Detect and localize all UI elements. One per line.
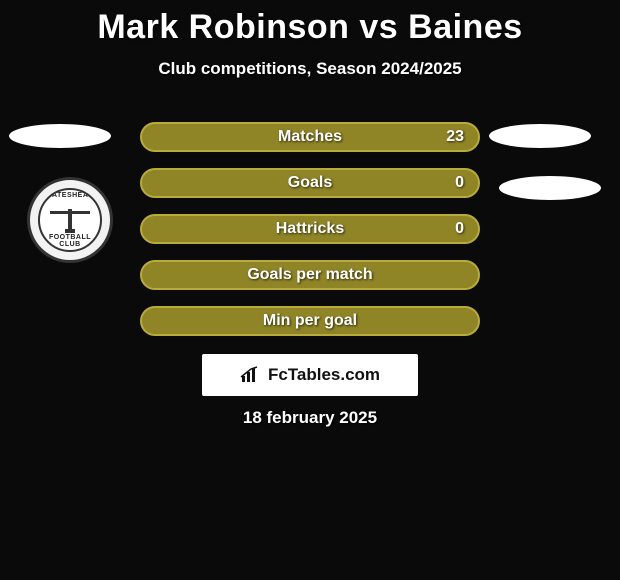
stat-label: Goals [142, 174, 478, 192]
club-badge-bottom-text: FOOTBALL CLUB [40, 234, 100, 248]
club-badge: GATESHEAD FOOTBALL CLUB [27, 177, 113, 263]
stat-bar: Min per goal [140, 306, 480, 336]
player-slot-right-2 [499, 176, 601, 200]
date-label: 18 february 2025 [0, 408, 620, 428]
page-title: Mark Robinson vs Baines [0, 0, 620, 47]
player-slot-left [9, 124, 111, 148]
stat-bar: Goals 0 [140, 168, 480, 198]
player-slot-right-1 [489, 124, 591, 148]
stat-bars: Matches 23 Goals 0 Hattricks 0 Goals per… [140, 122, 480, 352]
stat-value: 0 [455, 174, 464, 192]
site-logo-text: FcTables.com [268, 365, 380, 385]
stat-bar: Hattricks 0 [140, 214, 480, 244]
stat-label: Matches [142, 128, 478, 146]
stat-label: Hattricks [142, 220, 478, 238]
stat-value: 23 [446, 128, 464, 146]
stat-bar: Matches 23 [140, 122, 480, 152]
stat-value: 0 [455, 220, 464, 238]
stat-label: Min per goal [142, 312, 478, 330]
stat-bar: Goals per match [140, 260, 480, 290]
club-badge-top-text: GATESHEAD [40, 192, 100, 199]
site-logo: FcTables.com [202, 354, 418, 396]
bar-chart-icon [240, 366, 262, 384]
angel-of-north-icon [50, 203, 90, 237]
stat-label: Goals per match [142, 266, 478, 284]
page-subtitle: Club competitions, Season 2024/2025 [0, 59, 620, 79]
